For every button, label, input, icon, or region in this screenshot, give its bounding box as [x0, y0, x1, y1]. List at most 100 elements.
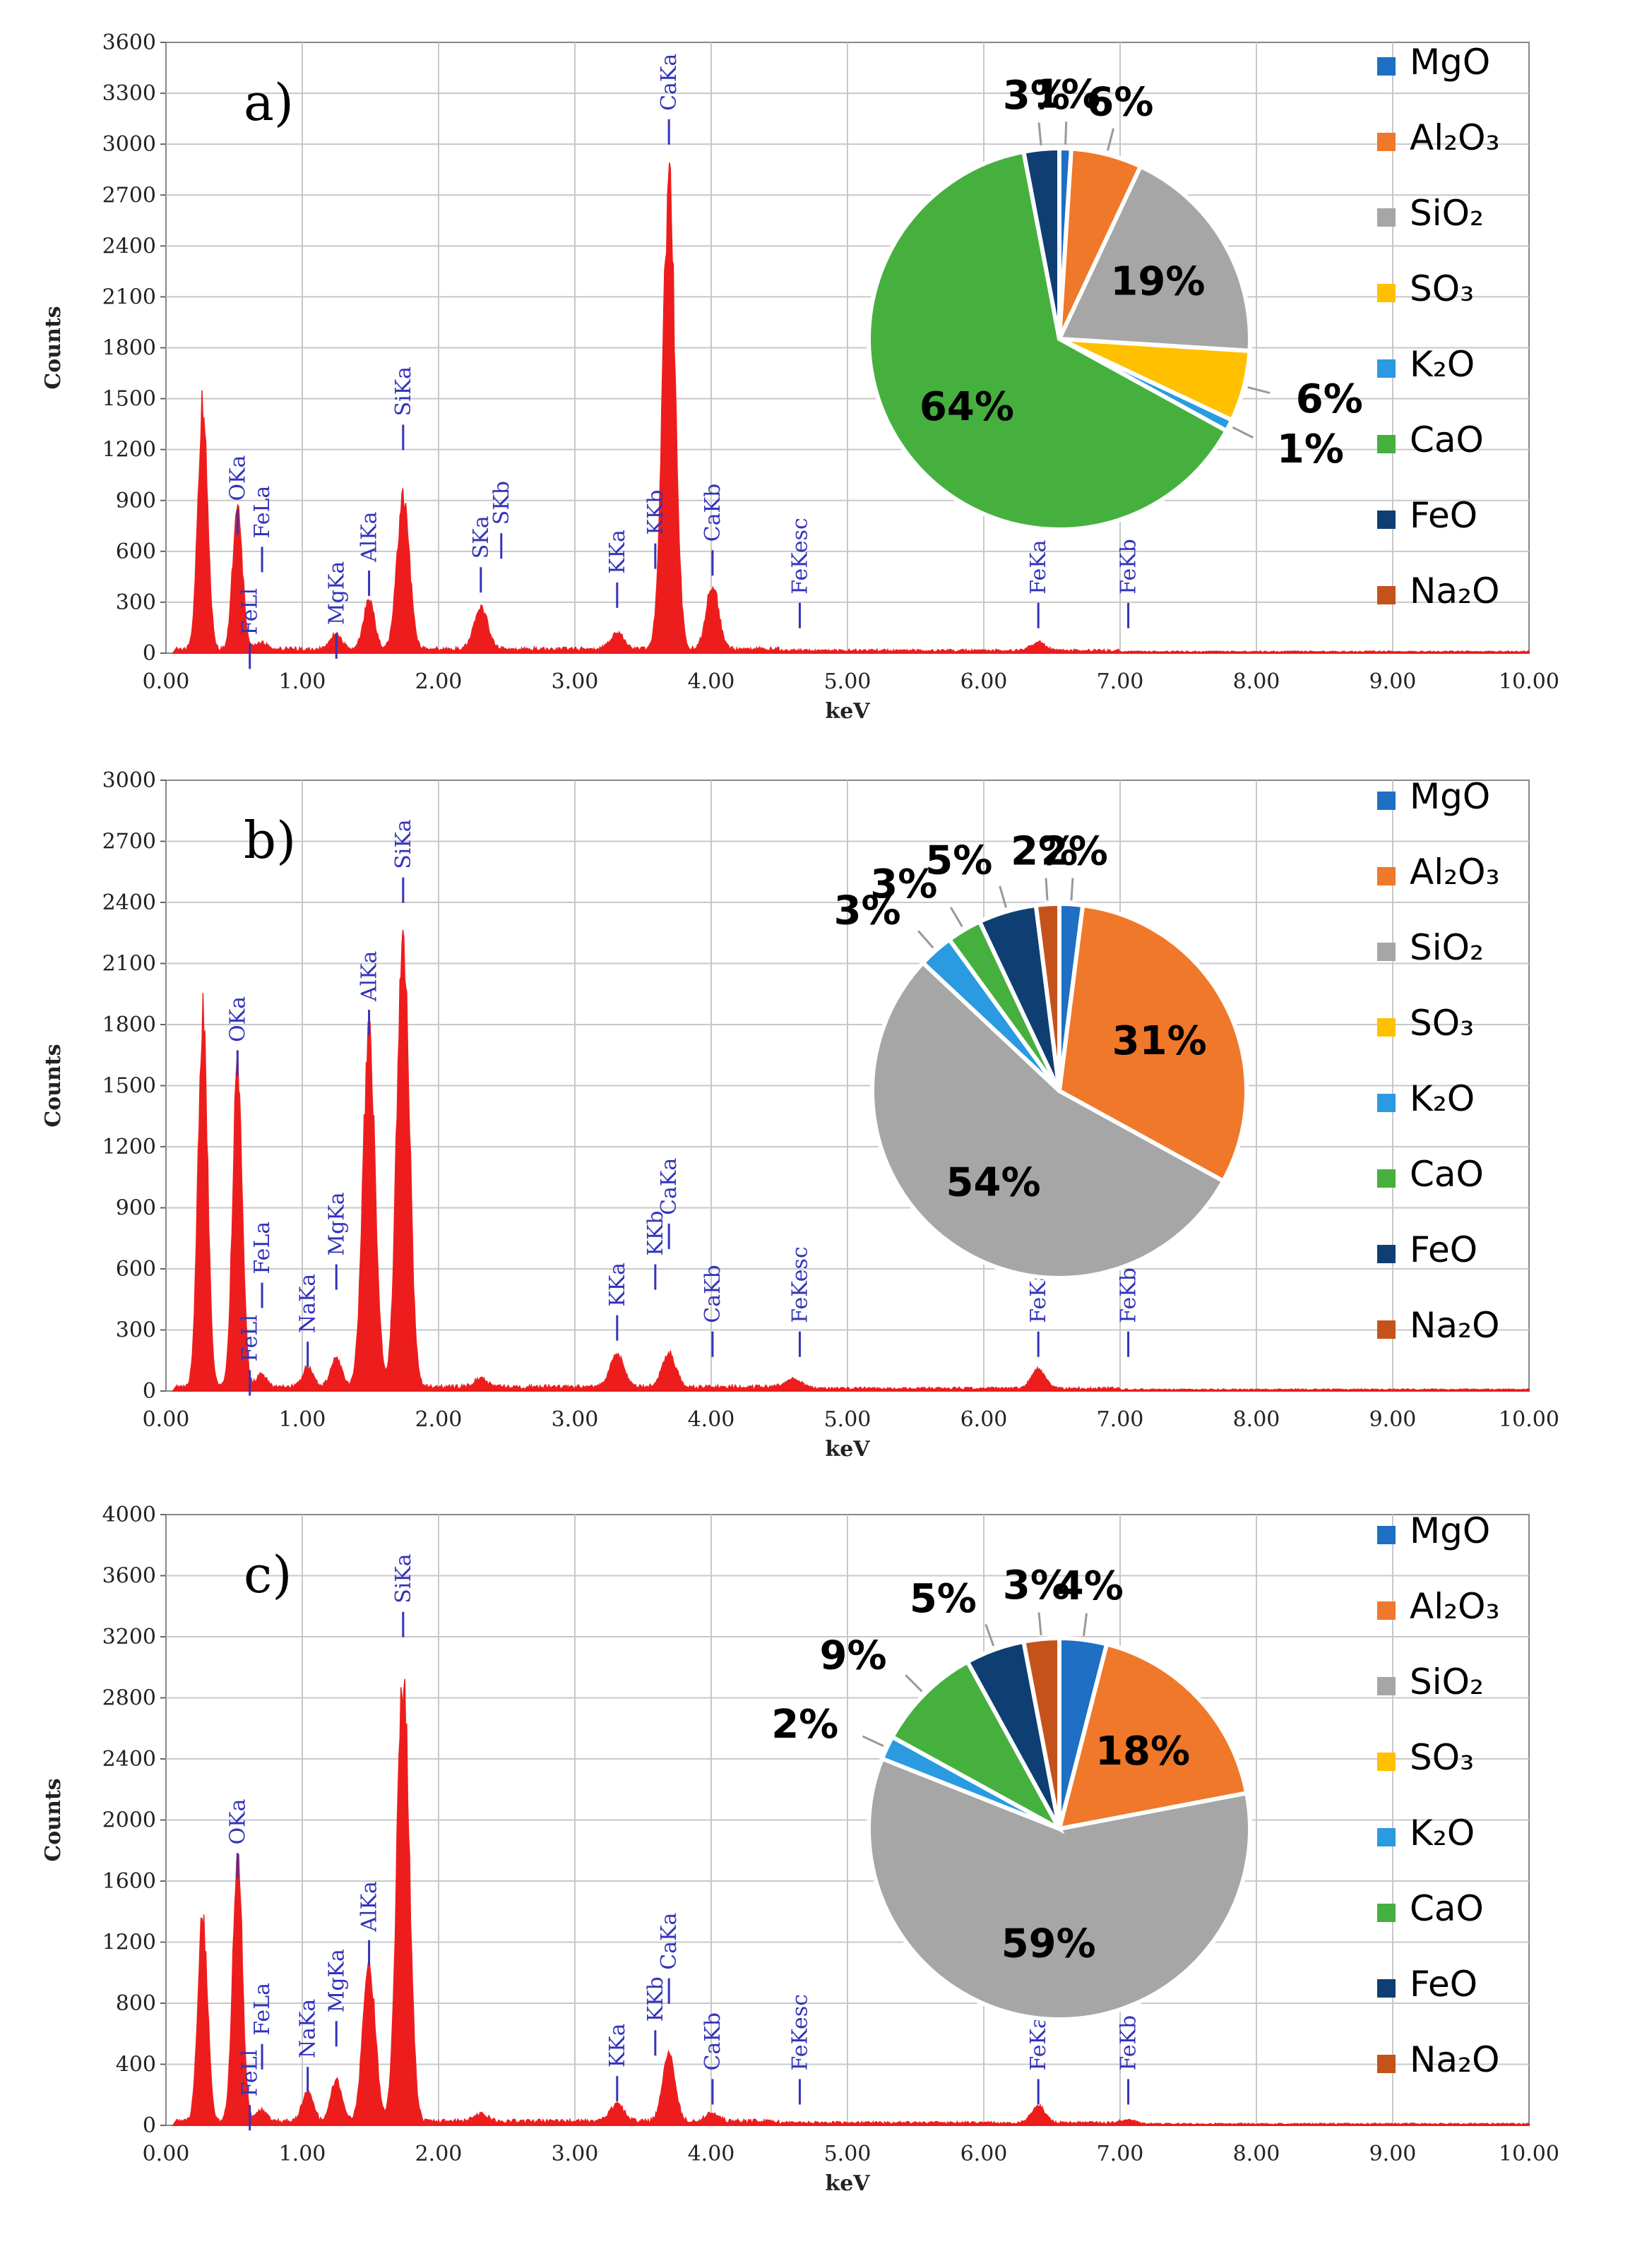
pie-label-sio2: 19% — [1110, 259, 1205, 305]
pie-slice-na2o — [1033, 901, 1061, 1092]
y-tick-label: 900 — [116, 1196, 156, 1221]
legend-swatch-cao — [1377, 1904, 1396, 1922]
pie-label-sio2: 54% — [946, 1160, 1041, 1206]
legend-label-mgo: MgO — [1410, 1510, 1490, 1551]
peak-label-ska: SKa — [469, 515, 494, 559]
x-tick-label: 7.00 — [1097, 2142, 1144, 2166]
x-tick-label: 8.00 — [1233, 669, 1280, 694]
pie-label-cao: 9% — [820, 1633, 887, 1679]
y-axis-label: Counts — [41, 1044, 66, 1127]
legend-label-na2o: Na₂O — [1410, 571, 1499, 611]
y-tick-label: 2400 — [102, 890, 156, 915]
peak-label-caka: CaKa — [657, 54, 682, 111]
pie-label-al2o3: 18% — [1095, 1729, 1190, 1774]
legend-label-cao: CaO — [1410, 419, 1484, 460]
pie-label-so3: 6% — [1296, 376, 1363, 422]
y-tick-label: 0 — [143, 2113, 156, 2138]
legend-label-mgo: MgO — [1410, 776, 1490, 817]
legend-label-feo: FeO — [1410, 1964, 1477, 2005]
peak-label-fekesc: FeKesc — [787, 1994, 812, 2071]
pie-slice-sio2 — [867, 1755, 1252, 2022]
x-tick-label: 0.00 — [143, 2142, 190, 2166]
legend-swatch-na2o — [1377, 2055, 1396, 2073]
x-tick-label: 1.00 — [279, 2142, 326, 2166]
peak-label-feka: FeKa — [1026, 2016, 1051, 2070]
pie-label-k2o: 2% — [771, 1702, 838, 1748]
peak-label-kka: KKa — [605, 1263, 630, 1307]
legend-label-feo: FeO — [1410, 1229, 1477, 1270]
y-tick-label: 2100 — [102, 952, 156, 977]
pie-label-na2o: 2% — [1011, 828, 1078, 874]
y-tick-label: 300 — [116, 1318, 156, 1343]
peak-label-oka: OKa — [225, 455, 250, 501]
peak-label-kkb: KKb — [643, 1976, 668, 2022]
peak-label-fela: FeLa — [250, 1222, 275, 1275]
pie-label-cao: 64% — [920, 384, 1014, 430]
x-tick-label: 6.00 — [960, 1407, 1008, 1432]
x-tick-label: 4.00 — [688, 1407, 735, 1432]
y-tick-label: 0 — [143, 1379, 156, 1404]
pie-leader-line — [905, 1674, 923, 1693]
pie-leader-line — [862, 1735, 884, 1748]
peak-label-fell: FeLl — [238, 1315, 263, 1361]
legend-label-na2o: Na₂O — [1410, 2039, 1499, 2080]
x-tick-label: 5.00 — [824, 669, 871, 694]
pie-label-k2o: 3% — [834, 888, 901, 934]
pie-label-feo: 5% — [910, 1576, 977, 1622]
legend-label-cao: CaO — [1410, 1888, 1484, 1929]
peak-label-sika: SiKa — [391, 366, 416, 417]
x-tick-label: 0.00 — [143, 669, 190, 694]
legend-swatch-al2o3 — [1377, 133, 1396, 151]
x-tick-label: 7.00 — [1097, 1407, 1144, 1432]
x-axis-label: keV — [825, 2171, 870, 2196]
x-tick-label: 4.00 — [688, 669, 735, 694]
legend-label-k2o: K₂O — [1410, 1078, 1475, 1119]
y-tick-label: 4000 — [102, 1503, 156, 1527]
pie-label-mgo: 4% — [1057, 1563, 1124, 1609]
peak-label-fekesc: FeKesc — [787, 1246, 812, 1323]
pie-leader-line — [949, 907, 963, 928]
pie-label-al2o3: 31% — [1112, 1018, 1207, 1064]
x-tick-label: 0.00 — [143, 1407, 190, 1432]
peak-label-fekb: FeKb — [1117, 1267, 1141, 1323]
y-tick-label: 2400 — [102, 1747, 156, 1772]
peak-label-kka: KKa — [605, 2023, 630, 2067]
x-tick-label: 9.00 — [1369, 669, 1417, 694]
y-tick-label: 600 — [116, 1257, 156, 1282]
legend-label-mgo: MgO — [1410, 42, 1490, 83]
pie-leader-line — [1037, 1612, 1042, 1635]
pie-label-mgo: 1% — [1033, 72, 1100, 118]
legend-swatch-k2o — [1377, 1094, 1396, 1112]
peak-label-caka: CaKa — [657, 1912, 682, 1969]
y-tick-label: 1800 — [102, 1013, 156, 1037]
y-tick-label: 3000 — [102, 132, 156, 157]
y-tick-label: 2400 — [102, 234, 156, 258]
panel-label: c) — [244, 1545, 292, 1604]
peak-label-cakb: CaKb — [701, 484, 725, 542]
y-tick-label: 2800 — [102, 1686, 156, 1711]
pie-label-sio2: 59% — [1001, 1921, 1096, 1966]
y-tick-label: 1500 — [102, 1074, 156, 1099]
legend-label-feo: FeO — [1410, 495, 1477, 536]
x-tick-label: 9.00 — [1369, 2142, 1417, 2166]
y-tick-label: 3600 — [102, 30, 156, 55]
legend-swatch-so3 — [1377, 1753, 1396, 1771]
legend-swatch-mgo — [1377, 1526, 1396, 1544]
x-tick-label: 3.00 — [552, 2142, 599, 2166]
x-tick-label: 6.00 — [960, 2142, 1008, 2166]
peak-label-cakb: CaKb — [701, 1265, 725, 1323]
x-axis-label: keV — [825, 1437, 870, 1462]
y-tick-label: 1200 — [102, 1135, 156, 1159]
panel-b: 0 300 600 900 1200 1500 1800 2100 2400 2700 3000 0.… — [41, 768, 1559, 1462]
peak-label-sika: SiKa — [391, 1553, 416, 1604]
legend-label-sio2: SiO₂ — [1410, 193, 1484, 234]
legend-swatch-so3 — [1377, 284, 1396, 302]
peak-label-fell: FeLl — [238, 588, 263, 635]
peak-label-naka: NaKa — [296, 1999, 321, 2059]
pie-slice-al2o3 — [1056, 1641, 1249, 1832]
y-tick-label: 3200 — [102, 1625, 156, 1649]
x-tick-label: 1.00 — [279, 669, 326, 694]
y-tick-label: 400 — [116, 2053, 156, 2077]
panel-a: 0 300 600 900 1200 1500 1800 2100 2400 2700 3000 33… — [41, 30, 1559, 724]
legend-label-cao: CaO — [1410, 1154, 1484, 1195]
